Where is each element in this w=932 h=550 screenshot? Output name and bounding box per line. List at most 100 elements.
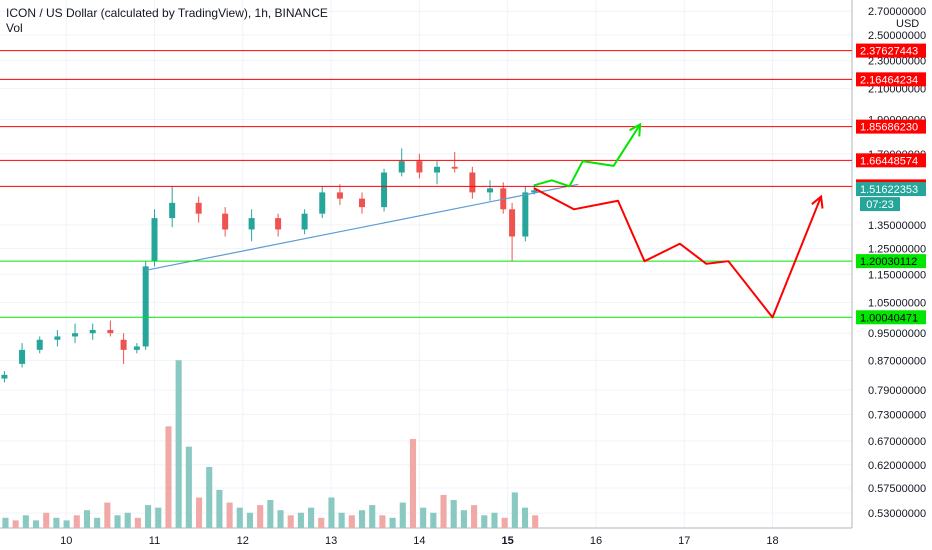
volume-bar[interactable]	[420, 507, 427, 528]
volume-bar[interactable]	[379, 515, 386, 528]
volume-bar[interactable]	[308, 507, 315, 528]
volume-bar[interactable]	[165, 426, 172, 528]
volume-bar[interactable]	[73, 515, 80, 528]
volume-bar[interactable]	[53, 517, 60, 528]
bull-projection-path[interactable]	[533, 123, 641, 188]
volume-bar[interactable]	[338, 512, 345, 528]
volume-bar[interactable]	[114, 515, 121, 528]
candle[interactable]	[469, 172, 476, 193]
volume-bar[interactable]	[440, 494, 447, 528]
candle[interactable]	[398, 161, 405, 173]
volume-bar[interactable]	[185, 446, 192, 528]
volume-bar[interactable]	[43, 512, 50, 528]
volume-bar[interactable]	[32, 520, 40, 528]
volume-bar[interactable]	[216, 489, 223, 528]
bear-projection-path[interactable]	[533, 187, 823, 319]
volume-bar[interactable]	[389, 517, 396, 528]
candle[interactable]	[133, 346, 140, 350]
volume-bar[interactable]	[348, 515, 355, 528]
candle-countdown: 07:23	[866, 199, 894, 211]
volume-bar[interactable]	[328, 497, 335, 528]
volume-bar[interactable]	[481, 515, 488, 528]
volume-bar[interactable]	[450, 500, 457, 528]
candle[interactable]	[169, 202, 176, 219]
candle[interactable]	[107, 329, 114, 334]
volume-bar[interactable]	[460, 510, 467, 528]
candle[interactable]	[531, 190, 538, 193]
volume-bar[interactable]	[318, 517, 325, 528]
volume-bar[interactable]	[63, 520, 70, 528]
volume-bar[interactable]	[195, 497, 203, 528]
candle[interactable]	[54, 336, 61, 340]
resistance-price-label-box	[856, 153, 926, 168]
resistance-price-label: 1.85686230	[860, 122, 918, 134]
volume-bar[interactable]	[491, 512, 498, 528]
price-tick-label: 2.70000000	[868, 6, 926, 18]
volume-bar[interactable]	[12, 520, 19, 528]
volume-bar[interactable]	[22, 515, 29, 528]
candle[interactable]	[72, 333, 79, 337]
volume-bar[interactable]	[257, 505, 264, 528]
volume-bar[interactable]	[511, 492, 518, 528]
volume-bar[interactable]	[104, 502, 111, 528]
volume-bar[interactable]	[501, 517, 508, 528]
volume-bar[interactable]	[358, 510, 366, 528]
candle[interactable]	[451, 166, 458, 169]
candle[interactable]	[36, 339, 43, 350]
volume-bar[interactable]	[471, 505, 478, 528]
candle[interactable]	[195, 202, 202, 214]
candle[interactable]	[509, 209, 516, 237]
volume-bar[interactable]	[155, 507, 162, 528]
volume-bar[interactable]	[206, 466, 213, 528]
volume-bar[interactable]	[399, 502, 406, 528]
price-tick-label: 0.95000000	[868, 328, 926, 340]
candle[interactable]	[142, 266, 149, 347]
candle[interactable]	[19, 349, 26, 364]
candle[interactable]	[381, 172, 388, 208]
volume-bar[interactable]	[277, 510, 284, 528]
price-tick-label: 0.53000000	[868, 508, 926, 520]
volume-bar[interactable]	[175, 360, 182, 528]
volume-bar[interactable]	[287, 515, 294, 528]
volume-bar[interactable]	[369, 505, 376, 528]
resistance-price-label-box	[856, 72, 926, 87]
volume-bar[interactable]	[521, 507, 529, 528]
volume-indicator-label[interactable]: Vol	[6, 21, 23, 35]
volume-bar[interactable]	[236, 507, 243, 528]
candle[interactable]	[336, 192, 343, 199]
candle[interactable]	[487, 188, 494, 193]
candle[interactable]	[358, 198, 365, 208]
candle[interactable]	[120, 339, 127, 350]
volume-bar[interactable]	[430, 512, 437, 528]
time-tick-label: 13	[325, 535, 337, 547]
candle[interactable]	[301, 213, 308, 230]
time-tick-label: 16	[590, 535, 602, 547]
candle[interactable]	[222, 213, 229, 230]
symbol-title[interactable]: ICON / US Dollar (calculated by TradingV…	[6, 6, 328, 20]
candle[interactable]	[1, 374, 8, 379]
candle[interactable]	[319, 192, 326, 214]
volume-bar[interactable]	[124, 512, 131, 528]
candle[interactable]	[275, 218, 282, 230]
candle[interactable]	[151, 218, 158, 262]
candle[interactable]	[89, 329, 96, 334]
candle[interactable]	[248, 218, 255, 230]
volume-bar[interactable]	[94, 517, 101, 528]
candle[interactable]	[434, 166, 441, 173]
volume-bar[interactable]	[2, 517, 9, 528]
volume-bar[interactable]	[83, 510, 91, 528]
countdown-box	[860, 197, 900, 212]
candle[interactable]	[416, 161, 423, 173]
candle[interactable]	[522, 192, 529, 237]
volume-bar[interactable]	[532, 515, 539, 528]
volume-bar[interactable]	[226, 502, 233, 528]
volume-bar[interactable]	[409, 439, 417, 528]
volume-bar[interactable]	[297, 512, 304, 528]
volume-bar[interactable]	[246, 512, 254, 528]
trendline[interactable]	[145, 183, 579, 271]
volume-bar[interactable]	[145, 505, 152, 528]
volume-bar[interactable]	[134, 517, 141, 528]
time-tick-label: 15	[502, 535, 514, 547]
volume-bar[interactable]	[267, 500, 274, 528]
